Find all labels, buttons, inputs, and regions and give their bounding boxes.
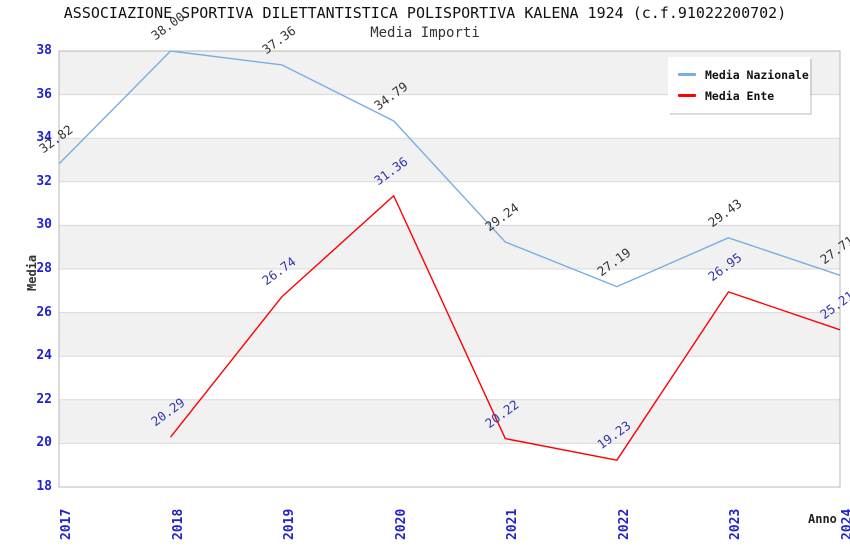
chart-subtitle: Media Importi: [370, 25, 480, 41]
x-tick-label: 2018: [170, 508, 186, 540]
y-tick-label: 30: [36, 217, 52, 233]
x-tick-label: 2024: [840, 508, 850, 540]
legend-item-media-nazionale: Media Nazionale: [668, 64, 810, 85]
media-nazionale-line-swatch: [678, 73, 696, 76]
x-tick-label: 2019: [282, 508, 298, 540]
legend-label-media-nazionale: Media Nazionale: [705, 67, 809, 82]
chart-title: ASSOCIAZIONE SPORTIVA DILETTANTISTICA PO…: [63, 4, 787, 22]
y-tick-label: 22: [36, 391, 52, 407]
y-tick-label: 18: [36, 479, 52, 494]
x-axis-title: Anno: [808, 512, 837, 526]
x-tick-label: 2022: [616, 508, 632, 540]
plot-border: [58, 50, 841, 488]
y-tick-label: 26: [36, 304, 52, 320]
grid-band: [59, 225, 840, 269]
y-tick-label: 36: [36, 86, 52, 102]
legend-item-media-ente: Media Ente: [668, 85, 810, 106]
grid-band: [59, 312, 840, 357]
y-tick-label: 28: [36, 261, 52, 276]
media-ente-line-swatch: [678, 94, 696, 97]
x-tick-label: 2023: [728, 508, 744, 540]
y-tick-label: 24: [36, 348, 52, 364]
series-line-1: [170, 195, 841, 461]
x-tick-label: 2017: [59, 508, 74, 540]
y-tick-label: 34: [36, 130, 52, 146]
x-tick-label: 2020: [393, 508, 409, 540]
grid-band: [59, 138, 840, 182]
legend-label-media-ente: Media Ente: [705, 88, 775, 103]
y-axis-title: Media: [25, 254, 39, 291]
y-tick-label: 38: [36, 43, 52, 58]
grid-band: [59, 399, 840, 444]
x-tick-label: 2021: [505, 508, 521, 540]
series-line-0: [58, 50, 841, 288]
legend: Media Nazionale Media Ente: [668, 57, 810, 113]
y-tick-label: 32: [36, 173, 52, 189]
y-tick-label: 20: [36, 435, 52, 451]
